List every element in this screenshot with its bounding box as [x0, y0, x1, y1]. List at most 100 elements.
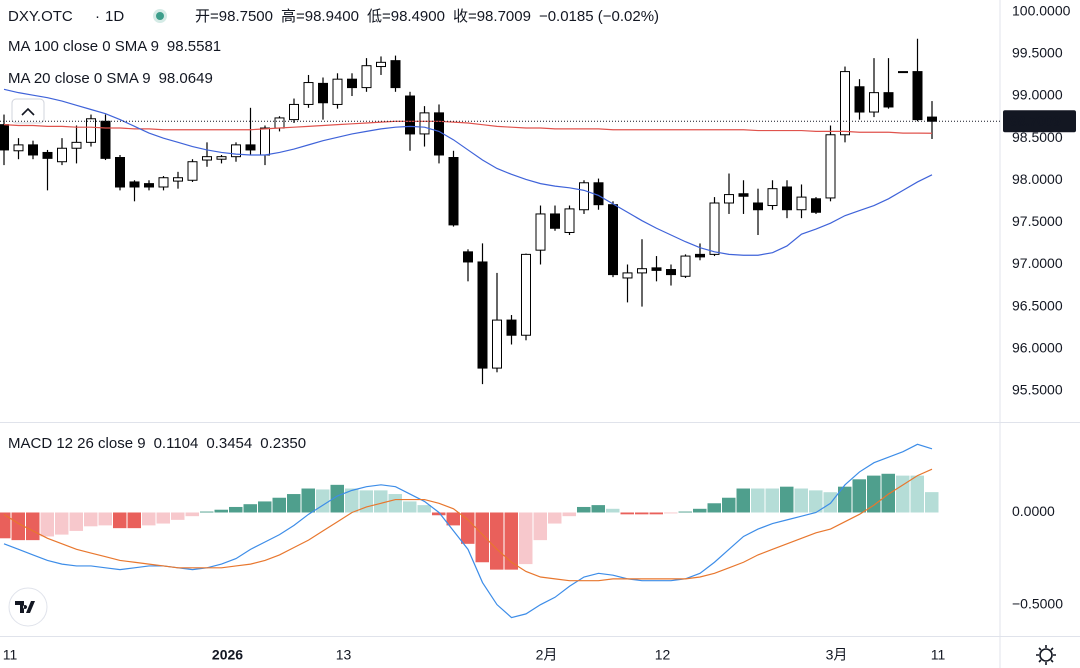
histogram-bar	[577, 506, 591, 513]
collapse-button-bg[interactable]	[11, 98, 45, 124]
x-tick-label: 2月	[536, 647, 558, 663]
histogram-bar	[200, 511, 214, 513]
histogram-bar	[751, 488, 765, 513]
histogram-bar	[417, 505, 431, 513]
candle-body	[419, 112, 430, 135]
candle-body	[129, 181, 140, 188]
y-tick-label: 98.0000	[1012, 171, 1063, 187]
legend-name: MA 20 close 0 SMA 9	[8, 70, 151, 87]
histogram-bar	[374, 490, 388, 513]
x-tick-label: 3月	[826, 647, 848, 663]
symbol: DXY.OTC	[8, 8, 73, 25]
macd-line	[3, 468, 933, 582]
candle-body	[303, 82, 314, 105]
candle-body	[767, 188, 778, 207]
candle-body	[738, 193, 749, 197]
histogram-bar	[606, 508, 620, 513]
histogram-bar	[925, 492, 939, 513]
histogram-bar	[214, 509, 228, 513]
candle-body	[347, 78, 357, 89]
histogram-bar	[794, 488, 808, 513]
x-tick-label: 2026	[212, 647, 243, 663]
candle-body	[825, 134, 836, 199]
histogram-bar	[345, 488, 359, 513]
histogram-bar	[432, 512, 446, 516]
candle-body	[86, 118, 96, 143]
y-tick-label: 96.0000	[1012, 339, 1063, 355]
candle-body	[753, 202, 763, 211]
histogram-bar	[229, 506, 243, 513]
histogram-bar	[69, 512, 83, 531]
candle-body	[811, 198, 821, 213]
macd-line	[3, 443, 933, 619]
interval: 1D	[105, 8, 124, 25]
gear-ring[interactable]	[1039, 648, 1053, 662]
candle-body	[216, 156, 227, 160]
y-tick-label: 0.0000	[1012, 503, 1055, 519]
histogram-bar	[533, 512, 547, 541]
candle-body	[564, 208, 575, 233]
histogram-bar	[461, 512, 475, 544]
y-tick-label: 96.5000	[1012, 297, 1063, 313]
candle-body	[144, 183, 154, 188]
candle-body	[840, 71, 850, 136]
collapse-icon	[21, 107, 35, 116]
candle-body	[376, 61, 386, 68]
candle-body	[680, 255, 691, 277]
candle-body	[318, 82, 328, 104]
candle-body	[434, 112, 444, 156]
histogram-bar	[40, 512, 54, 537]
y-tick-label: 95.5000	[1012, 382, 1063, 398]
histogram-bar	[98, 512, 112, 526]
histogram-bar	[722, 497, 736, 513]
candle-body	[666, 269, 676, 276]
candle-body	[724, 194, 734, 204]
candle-body	[912, 71, 923, 121]
histogram-bar	[316, 489, 330, 513]
histogram-bar	[896, 475, 910, 513]
logo	[8, 587, 48, 627]
candle-body	[651, 267, 662, 271]
histogram-bar	[591, 505, 605, 513]
candle-body	[869, 92, 879, 113]
histogram-bar	[156, 512, 170, 524]
candles	[0, 38, 937, 385]
histogram-bar	[635, 512, 649, 515]
histogram-bar	[403, 501, 417, 513]
histogram-bar	[881, 473, 895, 513]
candle-body	[332, 78, 343, 105]
histogram-bar	[127, 512, 141, 529]
x-tick-label: 12	[655, 647, 671, 663]
settings-button[interactable]	[1036, 645, 1056, 665]
legend-value: 98.5581	[167, 38, 221, 55]
legend-value: 0.3454	[206, 435, 252, 452]
candle-body	[521, 253, 531, 336]
candle-body	[231, 144, 241, 158]
histogram-bar	[272, 497, 286, 513]
candle-body	[506, 319, 517, 336]
collapse-button[interactable]	[11, 98, 45, 124]
histogram-bar	[142, 512, 156, 526]
histogram-bar	[0, 512, 11, 539]
last-price-tag	[1003, 110, 1076, 133]
histogram-bar	[113, 512, 127, 529]
candle-body	[709, 202, 720, 255]
separator-dot: ·	[95, 8, 100, 25]
histogram-bar	[678, 511, 692, 513]
ohlc-label: 低=98.4900	[367, 8, 445, 25]
histogram-bar	[620, 512, 634, 515]
candle-body	[782, 186, 792, 211]
histogram-bar	[548, 512, 562, 524]
candle-body	[245, 144, 256, 151]
candle-body	[0, 124, 9, 151]
legend-name: MA 100 close 0 SMA 9	[8, 38, 159, 55]
candle-body	[42, 151, 53, 159]
histogram-bar	[258, 501, 272, 513]
y-tick-label: −0.5000	[1012, 595, 1063, 611]
histogram-bar	[852, 479, 866, 513]
legend-value: 0.1104	[154, 435, 199, 452]
candle-body	[202, 156, 212, 161]
y-tick-label: 99.5000	[1012, 45, 1063, 61]
candle-body	[173, 177, 183, 182]
